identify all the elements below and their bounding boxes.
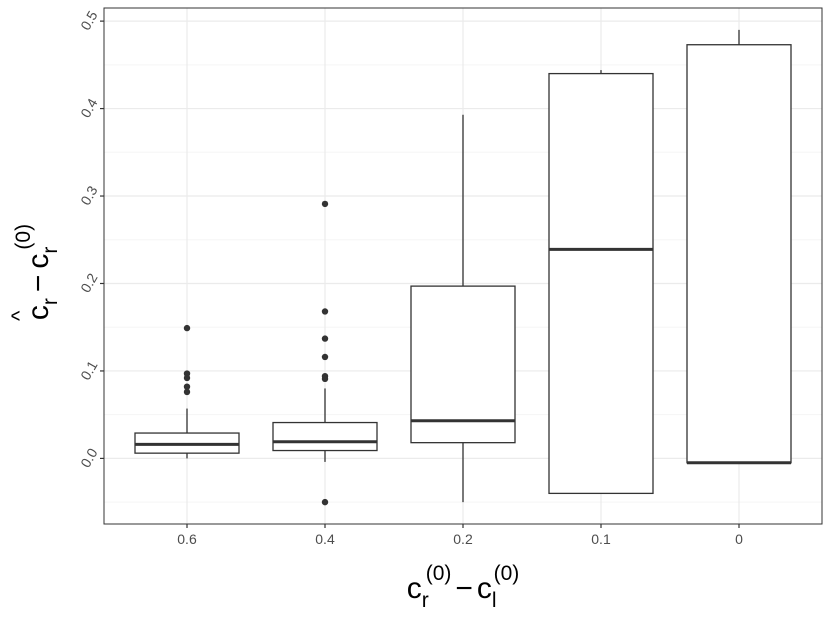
y-tick-label: 0.5	[77, 8, 101, 33]
y-tick-label: 0.4	[77, 95, 101, 120]
outlier-point	[321, 498, 329, 506]
outlier-point	[183, 383, 191, 390]
box-0.1	[548, 70, 654, 495]
y-axis-title-hat: ^	[7, 310, 32, 321]
outlier-point	[321, 353, 329, 361]
outlier-point	[321, 200, 329, 208]
outlier-point	[321, 308, 329, 315]
x-tick-label: 0	[735, 531, 743, 547]
box-0.4	[272, 200, 378, 506]
box-plot-series	[134, 29, 792, 506]
box-iqr	[548, 72, 654, 495]
outlier-point	[183, 370, 191, 377]
outlier-point	[183, 374, 191, 382]
svg-text:cr−cr(0): cr−cr(0)	[12, 224, 62, 320]
box-iqr	[686, 44, 792, 464]
y-tick-label: 0.0	[77, 445, 101, 470]
outlier-point	[321, 335, 329, 342]
box-0.2	[410, 114, 516, 503]
x-axis-ticks: 0.6 0.4 0.2 0.1 0	[177, 524, 743, 547]
box-iqr	[410, 285, 516, 444]
x-tick-label: 0.6	[177, 531, 197, 547]
y-axis-ticks: 0.0 0.1 0.2 0.3 0.4 0.5	[77, 8, 104, 470]
y-tick-label: 0.2	[77, 270, 101, 295]
outlier-point	[183, 388, 191, 396]
x-tick-label: 0.1	[591, 531, 611, 547]
box-iqr	[272, 421, 378, 452]
y-axis-title: cr−cr(0) ^	[7, 224, 62, 321]
y-tick-label: 0.3	[77, 183, 101, 208]
outlier-point	[183, 324, 191, 332]
box-0.6	[134, 324, 240, 459]
x-tick-label: 0.2	[453, 531, 473, 547]
y-tick-label: 0.1	[77, 358, 101, 383]
box-0	[686, 29, 792, 465]
outlier-point	[321, 375, 329, 383]
x-tick-label: 0.4	[315, 531, 335, 547]
x-axis-title: cr(0) − cl(0)	[407, 562, 520, 612]
